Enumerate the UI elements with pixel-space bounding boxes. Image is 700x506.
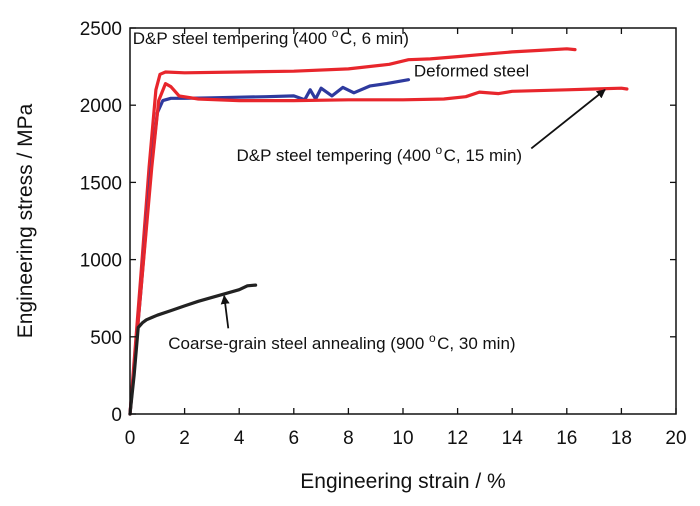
x-tick-label: 4 xyxy=(234,428,245,449)
axis-ticks: 0 2 4 6 8 10 12 14 16 18 20 0 500 1000 1500 2000 2500 xyxy=(80,19,687,449)
annotation-d-p-steel-tempering-400-c-6-min: D&P steel tempering (400 o C, 6 min) xyxy=(133,26,409,48)
series-line-coarse-grain-steel-annealing-900-c-30-min xyxy=(128,283,258,416)
arrow-coarse-grain-steel-annealing-900-c-30-min xyxy=(220,294,230,329)
annotation-d-p-steel-tempering-400-c-15-min: D&P steel tempering (400 o C, 15 min) xyxy=(236,143,522,165)
series-line-deformed-steel xyxy=(128,78,411,416)
x-tick-label: 20 xyxy=(665,428,686,449)
x-tick-label: 16 xyxy=(556,428,577,449)
y-axis-title: Engineering stress / MPa xyxy=(14,103,37,338)
x-tick-label: 12 xyxy=(447,428,468,449)
series-line-d-p-steel-tempering-400-c-6-min xyxy=(128,47,577,416)
y-tick-label: 1000 xyxy=(80,251,122,272)
annotation-coarse-grain-steel-annealing-900-c-30-min: Coarse-grain steel annealing (900 o C, 3… xyxy=(168,331,515,353)
annotation-deformed-steel: Deformed steel xyxy=(414,62,529,81)
y-tick-label: 500 xyxy=(90,328,122,349)
annotations: D&P steel tempering (400 o C, 6 min) Defo… xyxy=(133,26,606,353)
y-tick-label: 0 xyxy=(111,405,122,426)
series-line-d-p-steel-tempering-400-c-15-min xyxy=(128,81,629,416)
y-tick-label: 2500 xyxy=(80,19,122,40)
x-axis-title: Engineering strain / % xyxy=(300,470,505,493)
x-tick-label: 14 xyxy=(502,428,524,449)
y-tick-label: 1500 xyxy=(80,173,122,194)
y-tick-label: 2000 xyxy=(80,96,122,117)
x-tick-label: 0 xyxy=(125,428,136,449)
x-tick-label: 18 xyxy=(611,428,632,449)
x-tick-label: 2 xyxy=(179,428,190,449)
x-tick-label: 10 xyxy=(392,428,413,449)
x-tick-label: 6 xyxy=(289,428,300,449)
series-lines xyxy=(128,47,629,416)
plot-frame xyxy=(129,27,677,415)
arrow-d-p-steel-tempering-400-c-15-min xyxy=(530,89,606,150)
x-tick-label: 8 xyxy=(343,428,354,449)
